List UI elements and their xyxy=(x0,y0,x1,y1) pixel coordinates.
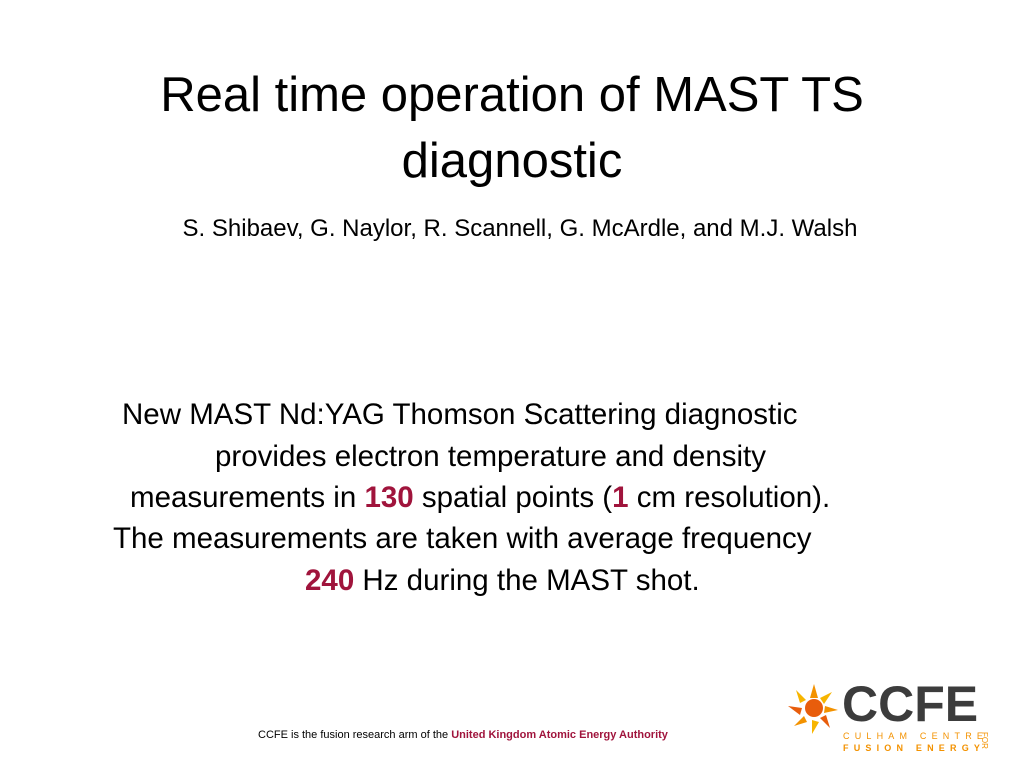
text: spatial points ( xyxy=(413,481,613,514)
footer-text: CCFE is the fusion research arm of the xyxy=(258,729,452,741)
text: New MAST Nd:YAG Thomson Scattering diagn… xyxy=(122,398,798,431)
body-line: The measurements are taken with average … xyxy=(113,519,812,559)
logo-line1: CULHAM CENTRE xyxy=(843,731,988,741)
logo-side: FOR xyxy=(980,732,989,749)
highlight: 240 xyxy=(305,564,355,597)
text: provides electron temperature and densit… xyxy=(215,440,766,473)
slide-title: Real time operation of MAST TS diagnosti… xyxy=(160,68,864,188)
body-line: measurements in 130 spatial points (1 cm… xyxy=(130,478,830,518)
body-line: New MAST Nd:YAG Thomson Scattering diagn… xyxy=(122,395,798,435)
logo: CCFE CULHAM CENTRE FUSION ENERGY FOR xyxy=(788,676,989,753)
highlight: 1 xyxy=(612,481,629,514)
logo-icon xyxy=(788,684,838,734)
logo-name: CCFE xyxy=(842,676,978,732)
authors: S. Shibaev, G. Naylor, R. Scannell, G. M… xyxy=(182,215,858,242)
body-line: 240 Hz during the MAST shot. xyxy=(305,561,700,601)
body-line: provides electron temperature and densit… xyxy=(215,437,766,477)
footer: CCFE is the fusion research arm of the U… xyxy=(258,729,668,741)
text: measurements in xyxy=(130,481,365,514)
text: Hz during the MAST shot. xyxy=(354,564,700,597)
text: The measurements are taken with average … xyxy=(113,522,812,555)
footer-link: United Kingdom Atomic Energy Authority xyxy=(451,729,668,741)
highlight: 130 xyxy=(364,481,414,514)
text: cm resolution). xyxy=(628,481,831,514)
logo-line2: FUSION ENERGY xyxy=(843,743,985,753)
